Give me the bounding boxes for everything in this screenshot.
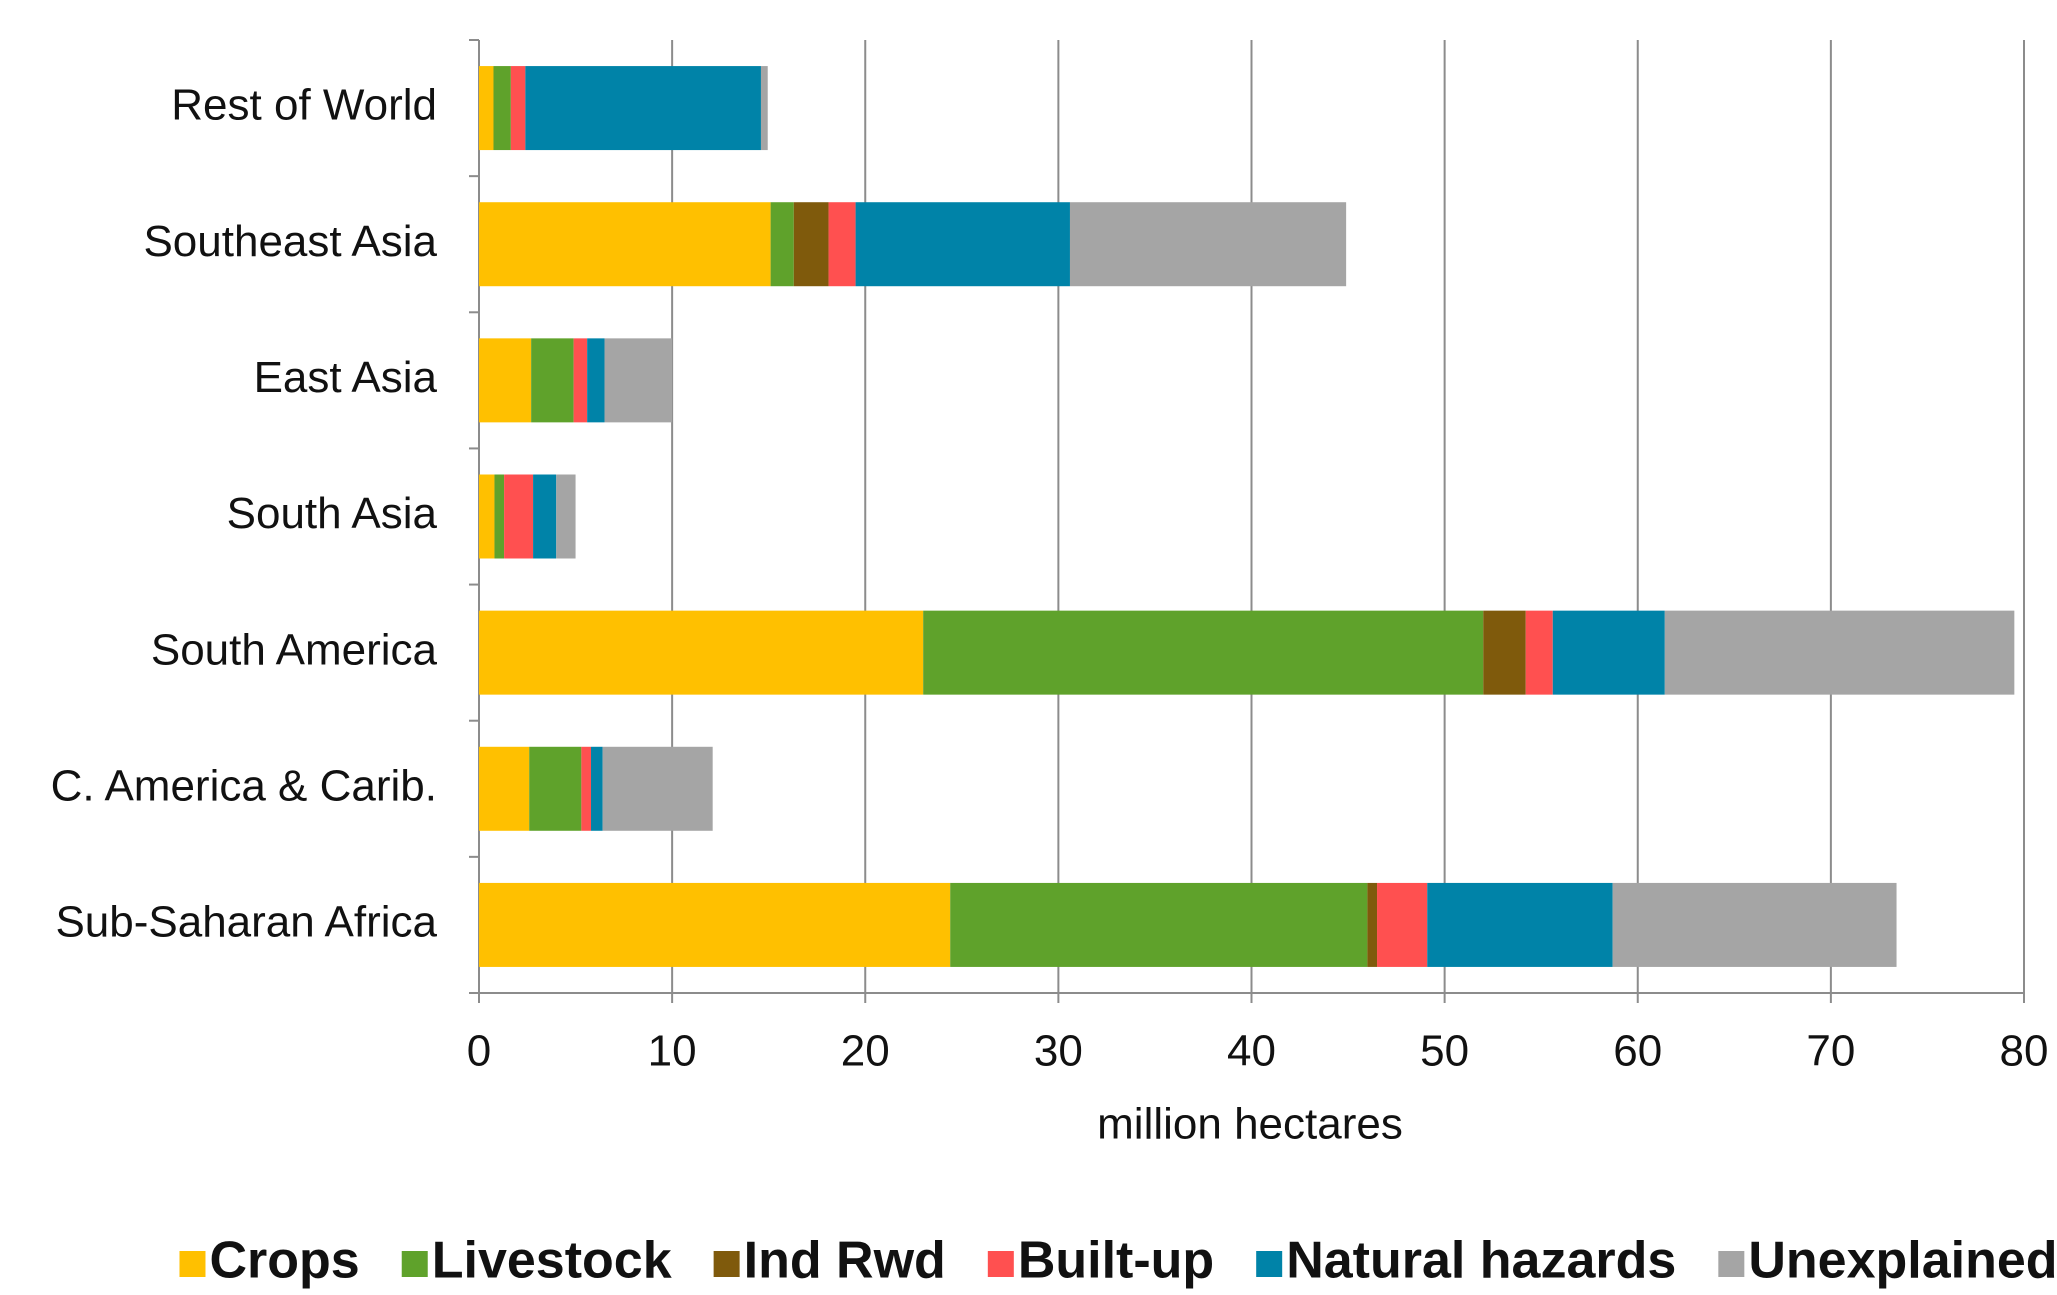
bar-segment [479, 66, 494, 151]
x-tick-label: 80 [2000, 1027, 2049, 1076]
x-tick-label: 10 [648, 1027, 697, 1076]
legend-swatch [179, 1251, 206, 1277]
bar-segment [479, 610, 924, 695]
bar-segment [1552, 610, 1665, 695]
bar-segment [573, 338, 588, 423]
legend-swatch [1256, 1251, 1283, 1277]
bar-segment [504, 474, 534, 559]
bar-segment [1483, 610, 1526, 695]
bar-segment [1525, 610, 1553, 695]
x-tick-label: 30 [1034, 1027, 1083, 1076]
legend-label: Unexplained [1748, 1232, 2057, 1290]
x-tick-label: 0 [467, 1027, 491, 1076]
x-axis-label: million hectares [1097, 1100, 1403, 1149]
y-tick-label: C. America & Carib. [51, 761, 437, 810]
bar-segment [855, 202, 1070, 287]
bar-segment [760, 66, 768, 151]
bar-segment [1069, 202, 1347, 287]
legend-swatch [401, 1251, 428, 1277]
x-tick-label: 60 [1613, 1027, 1662, 1076]
x-tick-label: 20 [841, 1027, 890, 1076]
x-tick-label: 70 [1806, 1027, 1855, 1076]
x-tick-label: 40 [1227, 1027, 1276, 1076]
bar-segment [1377, 882, 1428, 967]
bar-segment [604, 338, 673, 423]
bar-segment [828, 202, 856, 287]
y-tick-label: Rest of World [171, 81, 437, 130]
legend-swatch [713, 1251, 740, 1277]
legend-label: Ind Rwd [744, 1232, 946, 1290]
x-tick-label: 50 [1420, 1027, 1469, 1076]
y-tick-label: East Asia [254, 353, 438, 402]
bar-segment [1664, 610, 2015, 695]
y-tick-label: South Asia [227, 489, 438, 538]
bar-segment [494, 474, 505, 559]
bar-segment [1367, 882, 1378, 967]
bar-segment [1612, 882, 1897, 967]
bar-segment [479, 338, 532, 423]
legend-label: Crops [209, 1232, 359, 1290]
bar-segment [1427, 882, 1613, 967]
bar-segment [602, 746, 713, 831]
bar-segment [479, 202, 771, 287]
bar-segment [529, 746, 582, 831]
bar-segment [770, 202, 794, 287]
legend-label: Livestock [432, 1232, 672, 1290]
bar-segment [479, 882, 951, 967]
bar-segment [533, 474, 557, 559]
bar-segment [793, 202, 829, 287]
legend-swatch [1718, 1251, 1745, 1277]
bar-segment [923, 610, 1484, 695]
legend-swatch [987, 1251, 1014, 1277]
bar-segment [950, 882, 1368, 967]
bar-segment [581, 746, 592, 831]
bar-segment [587, 338, 605, 423]
bar-segment [531, 338, 574, 423]
bar-segment [493, 66, 511, 151]
legend-label: Natural hazards [1286, 1232, 1676, 1290]
bar-segment [525, 66, 761, 151]
bar-segment [591, 746, 603, 831]
bar-segment [479, 746, 530, 831]
legend-label: Built-up [1018, 1232, 1214, 1290]
bar-segment [510, 66, 526, 151]
legend: Crops Livestock Ind Rwd Built-up Natural haz… [179, 1232, 2057, 1290]
bar-segment [479, 474, 495, 559]
y-tick-label: Southeast Asia [143, 217, 437, 266]
bar-segment [556, 474, 576, 559]
y-tick-label: Sub-Saharan Africa [55, 898, 437, 947]
y-tick-label: South America [151, 625, 438, 674]
